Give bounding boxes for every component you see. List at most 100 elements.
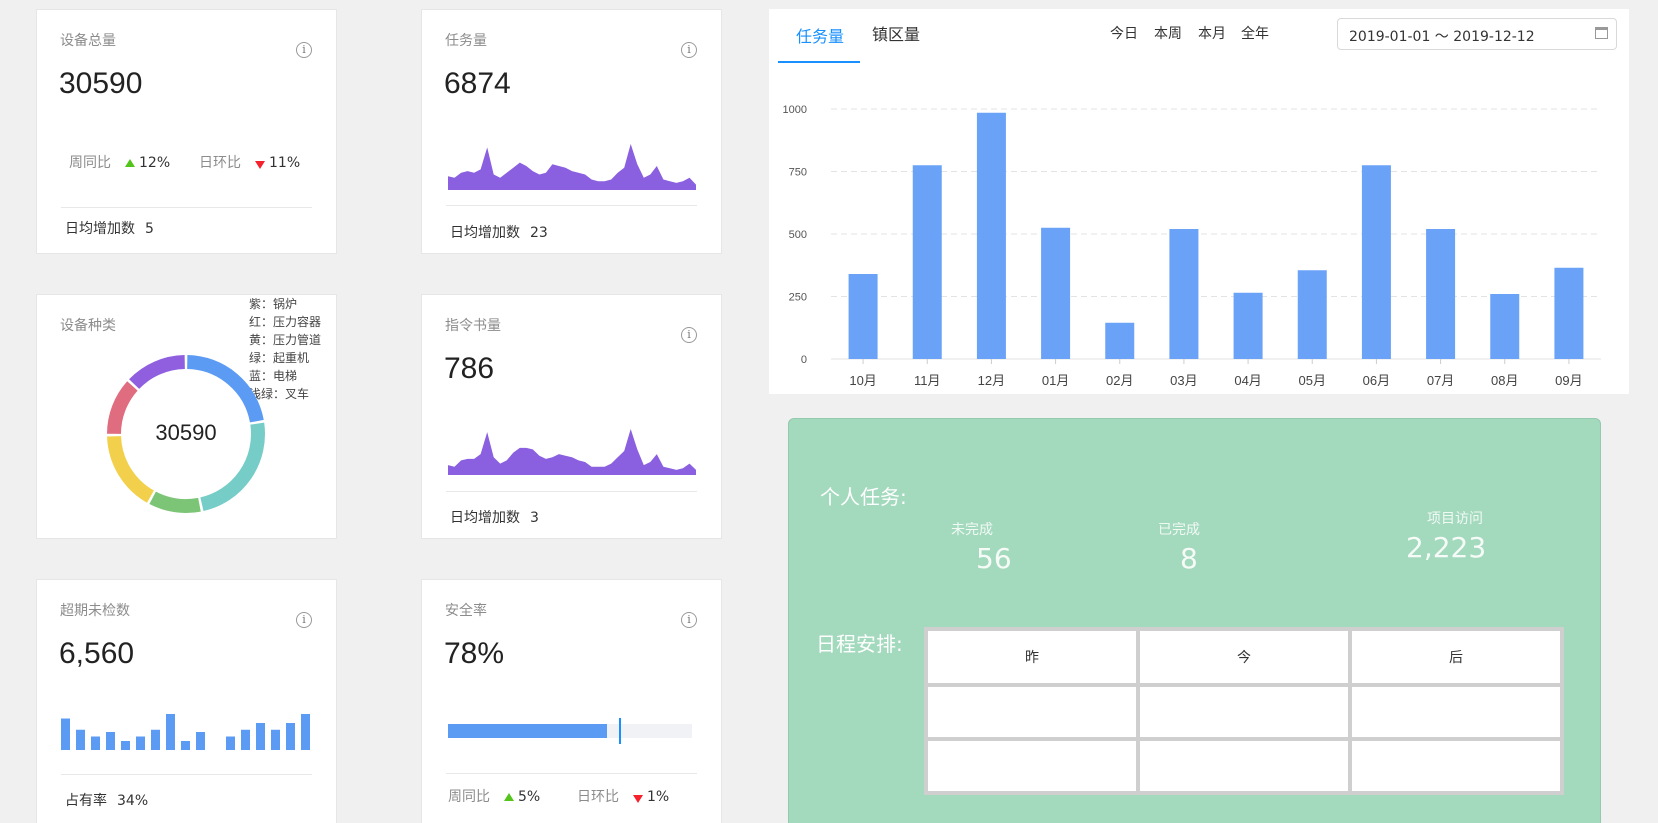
tab-task-count[interactable]: 任务量: [796, 27, 845, 46]
sparkline-area: [448, 144, 696, 190]
mini-bar: [286, 723, 295, 750]
range-week[interactable]: 本周: [1154, 26, 1182, 42]
schedule-cell[interactable]: [1138, 685, 1350, 739]
mini-bar: [166, 714, 175, 750]
mini-bar: [226, 736, 235, 750]
day-trend: 日环比 11%: [199, 152, 300, 172]
donut-chart: [107, 355, 265, 513]
mini-bar: [301, 714, 310, 750]
bar[interactable]: [1105, 322, 1135, 359]
bar[interactable]: [1490, 294, 1520, 359]
bar[interactable]: [1297, 270, 1327, 359]
range-today[interactable]: 今日: [1110, 26, 1138, 42]
week-trend: 周同比 5%: [448, 786, 540, 806]
x-tick-label: 01月: [1042, 373, 1069, 388]
card-total-devices: 设备总量 i 30590 周同比 12% 日环比 11% 日均增加数 5: [36, 9, 337, 254]
unfinished-value: 56: [976, 542, 1012, 575]
unfinished-label: 未完成: [951, 522, 993, 538]
mini-bar: [181, 741, 190, 750]
footer-value: 5: [145, 221, 154, 237]
schedule-col-today[interactable]: 今: [1138, 629, 1350, 685]
x-tick-label: 09月: [1555, 373, 1582, 388]
card-value: 786: [444, 352, 495, 385]
bar-chart: 0 250 500 750 1000 10月 11月 12月 01月 02月 03月 04月 05月 06…: [783, 104, 1601, 388]
bar[interactable]: [1169, 229, 1199, 359]
info-icon[interactable]: i: [296, 612, 312, 628]
schedule-cell[interactable]: [1350, 739, 1562, 793]
x-tick-label: 12月: [978, 373, 1005, 388]
card-safety-rate: 安全率 i 78% 周同比 5% 日环比 1%: [421, 579, 722, 823]
card-title: 设备总量: [60, 33, 116, 49]
bar[interactable]: [1233, 292, 1263, 359]
schedule-cell[interactable]: [1138, 739, 1350, 793]
schedule-cell[interactable]: [926, 739, 1138, 793]
range-year[interactable]: 全年: [1241, 26, 1269, 42]
legend-item: 红：压力容器: [249, 315, 322, 329]
legend-item: 紫：锅炉: [249, 297, 298, 311]
card-title: 安全率: [445, 603, 487, 619]
up-arrow-icon: [504, 793, 514, 801]
trend-value: 11%: [269, 155, 301, 171]
info-icon[interactable]: i: [681, 42, 697, 58]
mini-bar: [151, 729, 160, 750]
footer-label: 占有率: [65, 793, 107, 809]
legend-item: 绿：起重机: [249, 351, 310, 365]
donut-segment: [200, 422, 265, 512]
schedule-col-yesterday[interactable]: 昨: [926, 629, 1138, 685]
bar[interactable]: [848, 274, 878, 359]
card-title: 设备种类: [60, 318, 116, 334]
footer-label: 日均增加数: [450, 510, 520, 526]
schedule-row: [926, 685, 1562, 739]
active-tab-indicator: [778, 61, 860, 63]
bar[interactable]: [1041, 227, 1071, 359]
schedule-cell[interactable]: [1350, 685, 1562, 739]
x-tick-label: 02月: [1106, 373, 1133, 388]
statistics-panel: 任务量 镇区量 今日 本周 本月 全年 2019-01-01 ～ 2019-12…: [769, 9, 1629, 394]
card-footer: 日均增加数 5: [65, 218, 154, 238]
trend-label: 周同比: [69, 155, 111, 171]
schedule-cell[interactable]: [926, 685, 1138, 739]
visits-label: 项目访问: [1427, 511, 1483, 527]
bar[interactable]: [1361, 165, 1391, 359]
schedule-header-row: 昨 今 后: [926, 629, 1562, 685]
schedule-heading: 日程安排:: [816, 632, 903, 656]
trend-value: 1%: [647, 789, 670, 805]
legend-item: 黄：压力管道: [249, 333, 322, 347]
info-icon[interactable]: i: [681, 327, 697, 343]
range-month[interactable]: 本月: [1198, 26, 1226, 42]
y-tick-label: 500: [789, 229, 807, 241]
bar[interactable]: [1554, 267, 1584, 359]
footer-label: 日均增加数: [450, 225, 520, 241]
x-tick-label: 06月: [1363, 373, 1390, 388]
schedule-col-tomorrow[interactable]: 后: [1350, 629, 1562, 685]
calendar-icon[interactable]: [1595, 27, 1608, 39]
card-title: 超期未检数: [60, 603, 130, 619]
donut-segment: [149, 491, 201, 513]
bar[interactable]: [1426, 229, 1456, 359]
card-orders: 指令书量 i 786 日均增加数 3: [421, 294, 722, 539]
mini-bar: [241, 729, 250, 750]
y-tick-label: 750: [789, 167, 807, 179]
mini-bar: [106, 732, 115, 750]
up-arrow-icon: [125, 159, 135, 167]
finished-value: 8: [1180, 542, 1198, 575]
personal-task-panel: 个人任务: 未完成 56 已完成 8 项目访问 2,223 日程安排: 昨 今 …: [788, 418, 1601, 823]
date-range-picker[interactable]: 2019-01-01 ～ 2019-12-12: [1337, 18, 1617, 50]
tab-district-count[interactable]: 镇区量: [872, 25, 921, 44]
info-icon[interactable]: i: [296, 42, 312, 58]
sparkline-chart: [448, 429, 696, 475]
bar[interactable]: [912, 165, 942, 359]
mini-bar: [61, 718, 70, 750]
x-tick-label: 07月: [1427, 373, 1454, 388]
divider: [61, 774, 312, 775]
card-value: 78%: [444, 637, 505, 670]
donut-center-value: 30590: [155, 420, 217, 445]
trend-value: 12%: [139, 155, 171, 171]
donut-segment: [186, 355, 264, 423]
trend-label: 日环比: [199, 155, 241, 171]
info-icon[interactable]: i: [681, 612, 697, 628]
card-device-types: 设备种类 紫：锅炉 红：压力容器 黄：压力管道 绿：起重机 蓝：电梯 浅绿：叉车…: [36, 294, 337, 539]
x-tick-label: 08月: [1491, 373, 1518, 388]
bar[interactable]: [976, 112, 1006, 359]
y-tick-label: 0: [801, 354, 807, 366]
